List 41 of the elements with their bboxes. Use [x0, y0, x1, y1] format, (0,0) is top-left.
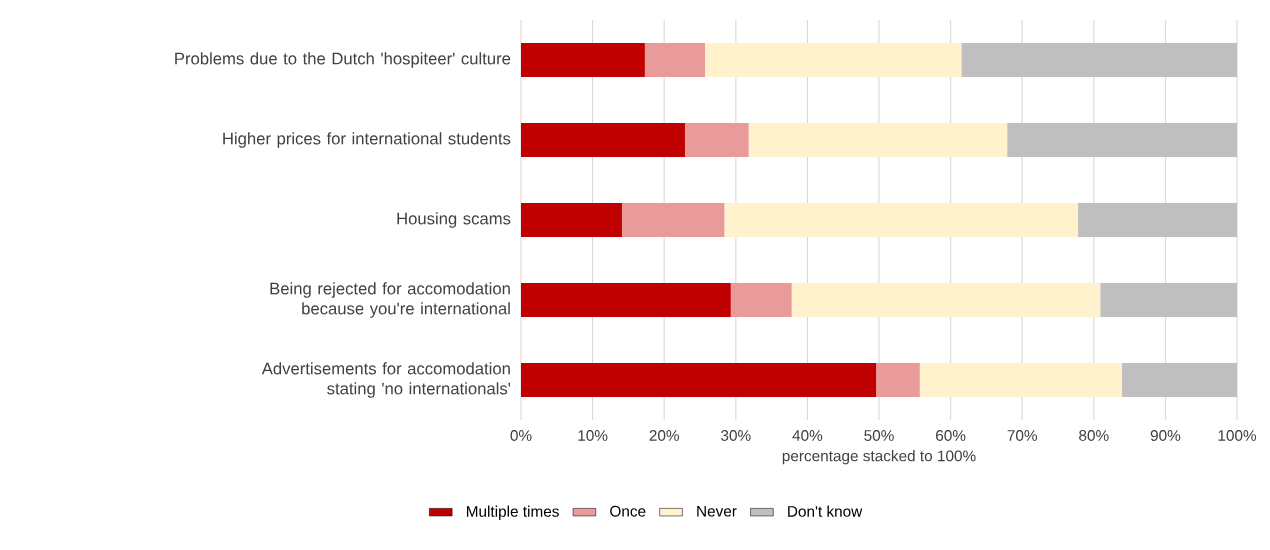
bar [961, 43, 1238, 78]
bar [705, 43, 962, 78]
y-tick-label: Problems due to the Dutch 'hospiteer' culture [175, 52, 511, 68]
x-tick-label: 40% [792, 430, 823, 441]
x-tick-label: 100% [1218, 430, 1257, 441]
bar [1007, 123, 1238, 158]
bar [748, 123, 1008, 158]
bar [644, 43, 706, 78]
bar [521, 363, 877, 398]
x-tick-label: 80% [1079, 430, 1109, 441]
x-tick-label: 60% [936, 430, 966, 441]
x-tick-label: 90% [1150, 430, 1181, 441]
bar [521, 283, 731, 318]
bar [1121, 363, 1238, 398]
y-tick-label: Housing scams [397, 212, 511, 228]
bar [621, 203, 725, 237]
bar [521, 203, 622, 237]
legend-label: Never [697, 505, 737, 517]
bar [724, 203, 1079, 237]
legend-label: Multiple times [466, 505, 559, 520]
bar [521, 43, 645, 78]
y-tick-label: Being rejected for accomodation because you're international [270, 282, 510, 318]
bar [684, 123, 749, 158]
y-tick-label: Higher prices for international students [223, 132, 511, 148]
bar [1100, 283, 1238, 318]
y-tick-label: Advertisements for accomodation stating 'no internationals' [261, 362, 511, 398]
x-tick-label: 10% [578, 430, 608, 441]
bar [1078, 203, 1238, 237]
legend-label: Don't know [788, 505, 863, 517]
legend-label: Once [610, 505, 646, 517]
x-tick-label: 30% [721, 430, 751, 441]
bar [919, 363, 1122, 398]
bar [876, 363, 920, 398]
x-axis-title: percentage stacked to 100% [782, 450, 976, 465]
x-tick-label: 0% [510, 430, 532, 441]
x-tick-label: 70% [1007, 430, 1038, 441]
x-tick-label: 20% [649, 430, 679, 441]
bar [521, 123, 685, 158]
bar [730, 283, 792, 318]
x-tick-label: 50% [864, 430, 894, 441]
bar [791, 283, 1101, 318]
